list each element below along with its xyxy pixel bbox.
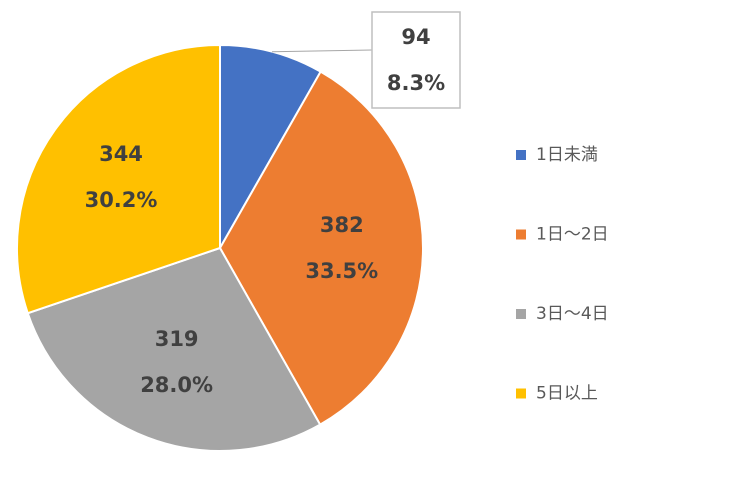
pie-slice [26, 246, 322, 452]
percent-label: 8.3% [387, 71, 445, 95]
legend-swatch [516, 150, 526, 160]
value-label: 382 [320, 213, 364, 237]
legend-label: 1日～2日 [536, 225, 609, 245]
leader-line [272, 49, 373, 53]
percent-label: 28.0% [140, 373, 213, 397]
value-label: 344 [99, 142, 143, 166]
value-label: 94 [401, 25, 430, 49]
legend-label: 5日以上 [536, 384, 598, 404]
legend-swatch [516, 309, 526, 319]
pie-slice [16, 43, 221, 315]
legend-swatch [516, 388, 526, 399]
legend-label: 3日～4日 [536, 304, 609, 324]
pie-slice [219, 43, 322, 252]
value-label: 319 [155, 327, 199, 351]
label-box [371, 11, 461, 109]
legend-swatch [516, 229, 526, 240]
percent-label: 33.5% [305, 259, 378, 283]
percent-label: 30.2% [85, 188, 158, 212]
legend-label: 1日未満 [536, 145, 598, 165]
